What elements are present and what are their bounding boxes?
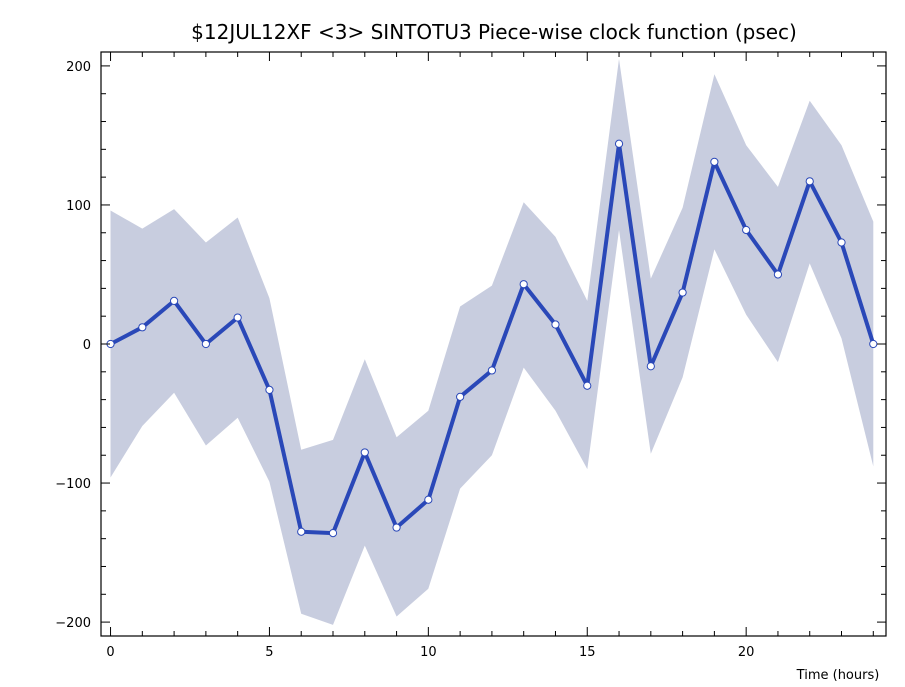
series-line-segment [362,450,399,530]
data-point [869,339,878,349]
data-point [614,139,624,148]
data-point [138,323,147,332]
series-line-segment [235,315,272,392]
series-line-segment [775,179,812,277]
series-line-segment [299,529,336,536]
data-point [201,339,210,349]
series-line-segment [108,325,145,346]
data-point [297,527,306,536]
series-line-group [108,141,876,536]
data-point [265,385,274,394]
data-point [710,157,719,166]
uncertainty-band [110,59,874,625]
data-point [328,529,338,538]
x-tick-label: 15 [579,645,596,660]
series-line-segment [521,282,558,327]
series-line-segment [489,282,526,373]
x-tick-label: 20 [738,645,755,660]
series-line-segment [585,141,622,388]
series-line-segment [172,298,208,346]
y-tick-label: −200 [55,616,91,631]
x-axis-label: Time (hours) [796,668,880,683]
x-tick-label: 5 [265,645,273,660]
y-tick-label: −100 [55,477,91,492]
data-point [742,225,751,235]
data-point [360,448,369,457]
series-line-segment [744,227,780,277]
chart-title: $12JUL12XF <3> SINTOTU3 Piece-wise clock… [191,20,797,44]
series-line-segment [203,315,240,346]
x-tick-label: 0 [106,645,114,660]
series-line-segment [458,368,494,399]
data-point [805,177,814,186]
series-line-segment [680,159,717,295]
series-line-segment [267,387,304,534]
series-line-segment [140,298,177,330]
data-point [551,320,560,329]
series-line-segment [331,450,367,536]
series-line-segment [648,290,685,369]
data-point [583,381,592,390]
series-line-segment [553,322,590,388]
y-tick-label: 0 [83,338,91,353]
tick-labels: 0 5 10 15 20 −200 −100 0 100 200 [55,60,754,660]
series-line-segment [712,159,749,232]
data-point [487,366,497,375]
data-point [456,392,465,401]
data-point [424,495,433,504]
data-point [233,313,242,322]
data-point [678,288,687,297]
data-point [519,280,528,289]
data-point [169,296,179,305]
series-line-segment [839,240,876,346]
data-point [392,523,401,532]
series-line-segment [807,179,844,245]
y-tick-label: 200 [66,60,91,75]
series-line-segment [426,394,463,502]
series-line-segment [617,141,653,369]
data-point [773,270,783,279]
data-points [106,139,878,538]
data-point [837,238,846,247]
data-point [646,362,655,371]
x-tick-label: 10 [420,645,437,660]
y-tick-label: 100 [66,199,91,214]
series-line-segment [394,497,431,530]
axis-ticks [101,52,886,636]
